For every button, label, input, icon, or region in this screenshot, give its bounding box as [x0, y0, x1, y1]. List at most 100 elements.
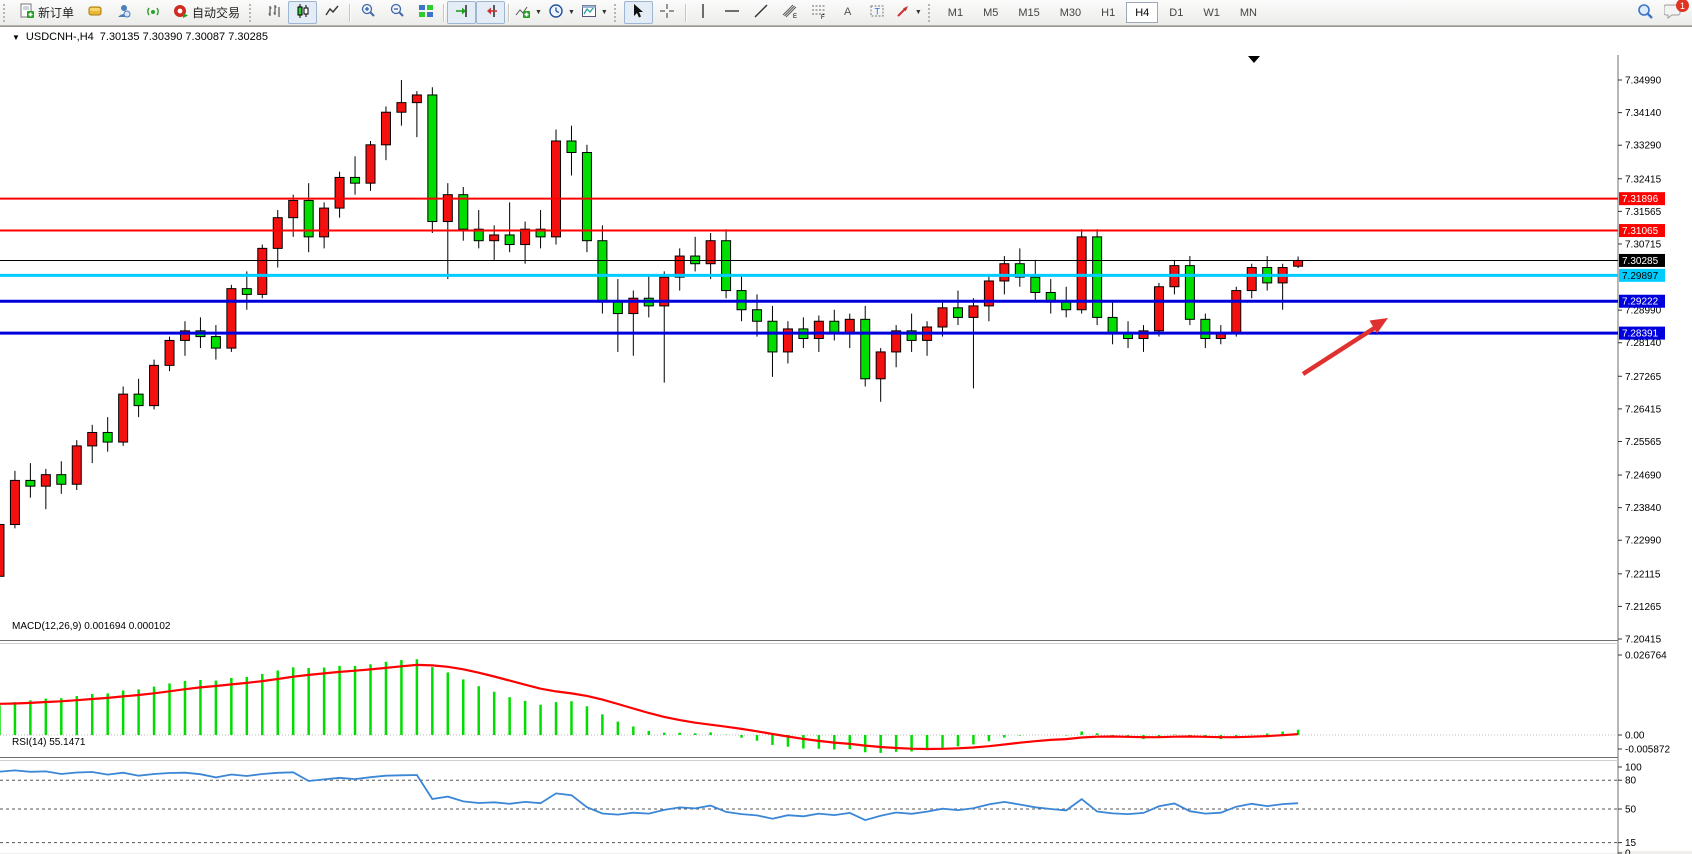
- svg-text:7.30285: 7.30285: [1622, 256, 1659, 267]
- svg-text:7.31896: 7.31896: [1622, 194, 1659, 205]
- svg-text:15: 15: [1625, 838, 1637, 849]
- svg-text:A: A: [844, 6, 852, 18]
- new-order-label: 新订单: [38, 6, 75, 20]
- history-center-button[interactable]: [80, 1, 109, 24]
- timeframe-W1[interactable]: W1: [1203, 6, 1220, 19]
- svg-text:7.20415: 7.20415: [1625, 635, 1662, 646]
- horizontal-line-button[interactable]: [718, 1, 747, 24]
- signal-icon: [145, 3, 161, 22]
- fibonacci-icon: F: [811, 3, 827, 22]
- svg-text:E: E: [793, 14, 797, 19]
- svg-text:7.22990: 7.22990: [1625, 536, 1662, 547]
- trendline-button[interactable]: [747, 1, 776, 24]
- line-chart-button[interactable]: [317, 1, 346, 24]
- search-icon[interactable]: [1637, 3, 1654, 23]
- svg-text:0: 0: [1625, 849, 1631, 854]
- svg-text:7.23840: 7.23840: [1625, 503, 1662, 514]
- text-a-icon: A: [840, 3, 856, 22]
- arrow-objects-icon: [895, 3, 911, 22]
- fibonacci-button[interactable]: F: [805, 1, 834, 24]
- chart-window: 7.34990 7.34140 7.33290 7.32415 7.31565 7.307…: [0, 26, 1692, 854]
- equidistant-channel-button[interactable]: E: [776, 1, 805, 24]
- timeframe-M15[interactable]: M15: [1018, 6, 1040, 19]
- svg-text:7.34990: 7.34990: [1625, 76, 1662, 87]
- svg-text:7.32415: 7.32415: [1625, 174, 1662, 185]
- periods-button[interactable]: ▼: [545, 1, 578, 24]
- profile-button[interactable]: [109, 1, 138, 24]
- new-order-icon: [19, 3, 35, 22]
- chevron-down-icon: ▼: [914, 9, 922, 16]
- svg-text:0.026764: 0.026764: [1625, 651, 1667, 662]
- text-label-button[interactable]: T: [863, 1, 892, 24]
- notification-count-badge: 1: [1676, 0, 1689, 12]
- toolbar-grip: [613, 3, 621, 22]
- indicators-button[interactable]: ▼: [512, 1, 545, 24]
- macd-label: MACD(12,26,9) 0.001694 0.000102: [12, 621, 171, 632]
- cursor-button[interactable]: [623, 1, 653, 24]
- rsi-axis: 100 80 50 150: [1618, 763, 1642, 854]
- symbol-dropdown-arrow-icon[interactable]: ▼: [12, 32, 20, 42]
- templates-button[interactable]: ▼: [578, 1, 611, 24]
- svg-text:50: 50: [1625, 805, 1637, 816]
- tile-windows-icon: [418, 3, 434, 22]
- chart-canvas[interactable]: 7.34990 7.34140 7.33290 7.32415 7.31565 7.307…: [0, 53, 1692, 854]
- chart-shift-button[interactable]: [476, 1, 506, 24]
- timeframe-D1[interactable]: D1: [1169, 6, 1184, 19]
- timeframe-M1[interactable]: M1: [947, 6, 964, 19]
- candlestick-chart-button[interactable]: [288, 1, 318, 24]
- toolbar-grip: [3, 3, 10, 22]
- arrows-button[interactable]: ▼: [892, 1, 925, 24]
- macd-signal-line: [0, 663, 1299, 751]
- crosshair-button[interactable]: [653, 1, 682, 24]
- pane-borders: [0, 55, 1619, 854]
- trendline-icon: [753, 3, 769, 22]
- notifications-button[interactable]: 1: [1663, 0, 1689, 22]
- svg-text:7.29897: 7.29897: [1622, 271, 1659, 282]
- horizontal-level-lines[interactable]: [0, 196, 1618, 336]
- chevron-down-icon: ▼: [567, 9, 575, 16]
- toolbar-right: 1: [1637, 0, 1692, 23]
- zoom-out-icon: [389, 3, 405, 22]
- timeframe-H1[interactable]: H1: [1101, 6, 1116, 19]
- autotrading-button[interactable]: 自动交易: [167, 1, 246, 24]
- svg-text:7.21265: 7.21265: [1625, 602, 1662, 613]
- rsi-label: RSI(14) 55.1471: [12, 737, 86, 748]
- timeframe-M5[interactable]: M5: [983, 6, 999, 19]
- scroll-position-marker[interactable]: [1248, 56, 1260, 63]
- timeframe-H4[interactable]: H4: [1126, 2, 1159, 23]
- svg-text:7.26415: 7.26415: [1625, 404, 1662, 415]
- gold-book-icon: [87, 3, 103, 22]
- timeframe-MN[interactable]: MN: [1239, 6, 1257, 19]
- svg-text:T: T: [875, 7, 881, 17]
- zoom-in-button[interactable]: [353, 1, 382, 24]
- vertical-line-button[interactable]: [689, 1, 718, 24]
- auto-scroll-button[interactable]: [447, 1, 477, 24]
- toolbar-separator: [508, 3, 510, 22]
- svg-text:7.30715: 7.30715: [1625, 239, 1662, 250]
- zoom-in-icon: [360, 3, 376, 22]
- timeframe-M30[interactable]: M30: [1059, 6, 1082, 19]
- timeframe-toolbar: M1 M5 M15 M30 H1 H4 D1 W1 MN: [938, 2, 1267, 23]
- zoom-out-button[interactable]: [382, 1, 411, 24]
- arrow-annotation[interactable]: [1301, 318, 1388, 376]
- toolbar: 新订单 自动交易: [0, 0, 1692, 26]
- line-chart-icon: [324, 3, 340, 22]
- signals-button[interactable]: [138, 1, 167, 24]
- tile-windows-button[interactable]: [411, 1, 440, 24]
- toolbar-separator: [684, 3, 686, 22]
- text-label-icon: T: [869, 3, 885, 22]
- clock-icon: [548, 3, 564, 22]
- auto-scroll-icon: [454, 3, 470, 22]
- svg-text:7.24690: 7.24690: [1625, 471, 1662, 482]
- chevron-down-icon: ▼: [535, 9, 542, 16]
- new-order-button[interactable]: 新订单: [13, 1, 80, 24]
- toolbar-separator: [443, 3, 445, 22]
- svg-text:7.31065: 7.31065: [1622, 226, 1659, 237]
- chart-title: ▼ USDCNH-,H4 7.30135 7.30390 7.30087 7.3…: [12, 31, 268, 43]
- svg-text:7.33290: 7.33290: [1625, 141, 1662, 152]
- bar-chart-button[interactable]: [259, 1, 288, 24]
- symbol-period-label: USDCNH-,H4: [25, 31, 94, 43]
- svg-text:7.27265: 7.27265: [1625, 372, 1662, 383]
- text-button[interactable]: A: [834, 1, 863, 24]
- cursor-icon: [630, 3, 646, 22]
